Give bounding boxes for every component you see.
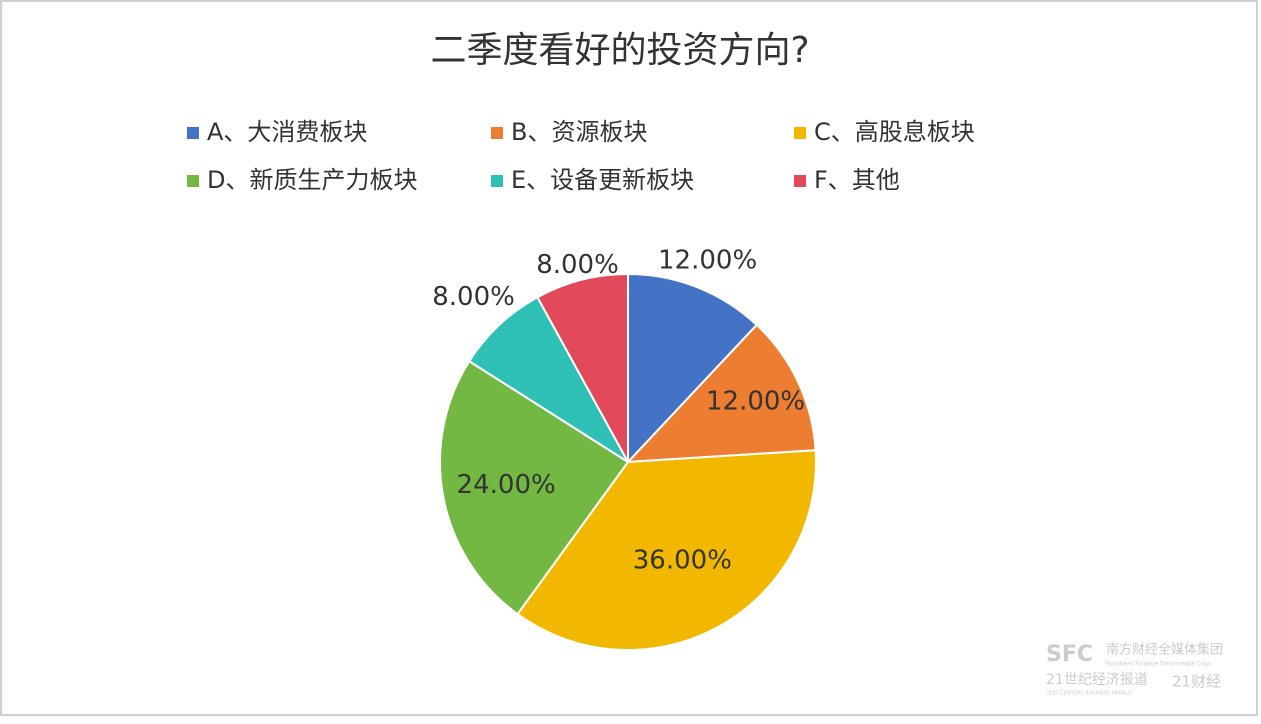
watermark-text: 21财经 — [1172, 673, 1221, 691]
legend-swatch — [491, 175, 503, 187]
pie-slice — [536, 272, 629, 463]
pie-slice — [625, 323, 817, 464]
legend-label: F、其他 — [814, 166, 900, 194]
watermark-text: 21世纪经济报道 — [1046, 672, 1148, 688]
legend-swatch — [187, 175, 199, 187]
chart-title: 二季度看好的投资方向? — [430, 30, 809, 71]
data-label: 12.00% — [706, 386, 805, 416]
legend-swatch — [491, 127, 503, 139]
data-label: 12.00% — [658, 245, 757, 275]
legend-label: E、设备更新板块 — [511, 166, 694, 194]
pie-slice — [467, 295, 629, 463]
data-label: 8.00% — [536, 250, 619, 280]
watermark-text: Southern Finance Omnimedia Corp. — [1106, 661, 1213, 668]
pie-slice — [627, 272, 759, 465]
data-label: 36.00% — [633, 545, 732, 575]
watermark-logo: SFC — [1046, 642, 1093, 667]
legend-label: B、资源板块 — [511, 118, 647, 146]
watermark-text: 南方财经全媒体集团 — [1106, 642, 1223, 658]
legend-label: C、高股息板块 — [814, 118, 975, 146]
legend-swatch — [187, 127, 199, 139]
watermark: SFC 南方财经全媒体集团 Southern Finance Omnimedia… — [1046, 642, 1223, 697]
legend-swatch — [794, 175, 806, 187]
pie-slice — [516, 449, 817, 651]
legend-label: D、新质生产力板块 — [207, 166, 417, 194]
pie-slice — [439, 359, 630, 616]
data-label: 8.00% — [432, 282, 515, 312]
legend-label: A、大消费板块 — [207, 118, 367, 146]
watermark-text: 21ST CENTURY BUSINESS HERALD — [1046, 691, 1132, 697]
data-label: 24.00% — [457, 470, 556, 500]
legend-swatch — [794, 127, 806, 139]
